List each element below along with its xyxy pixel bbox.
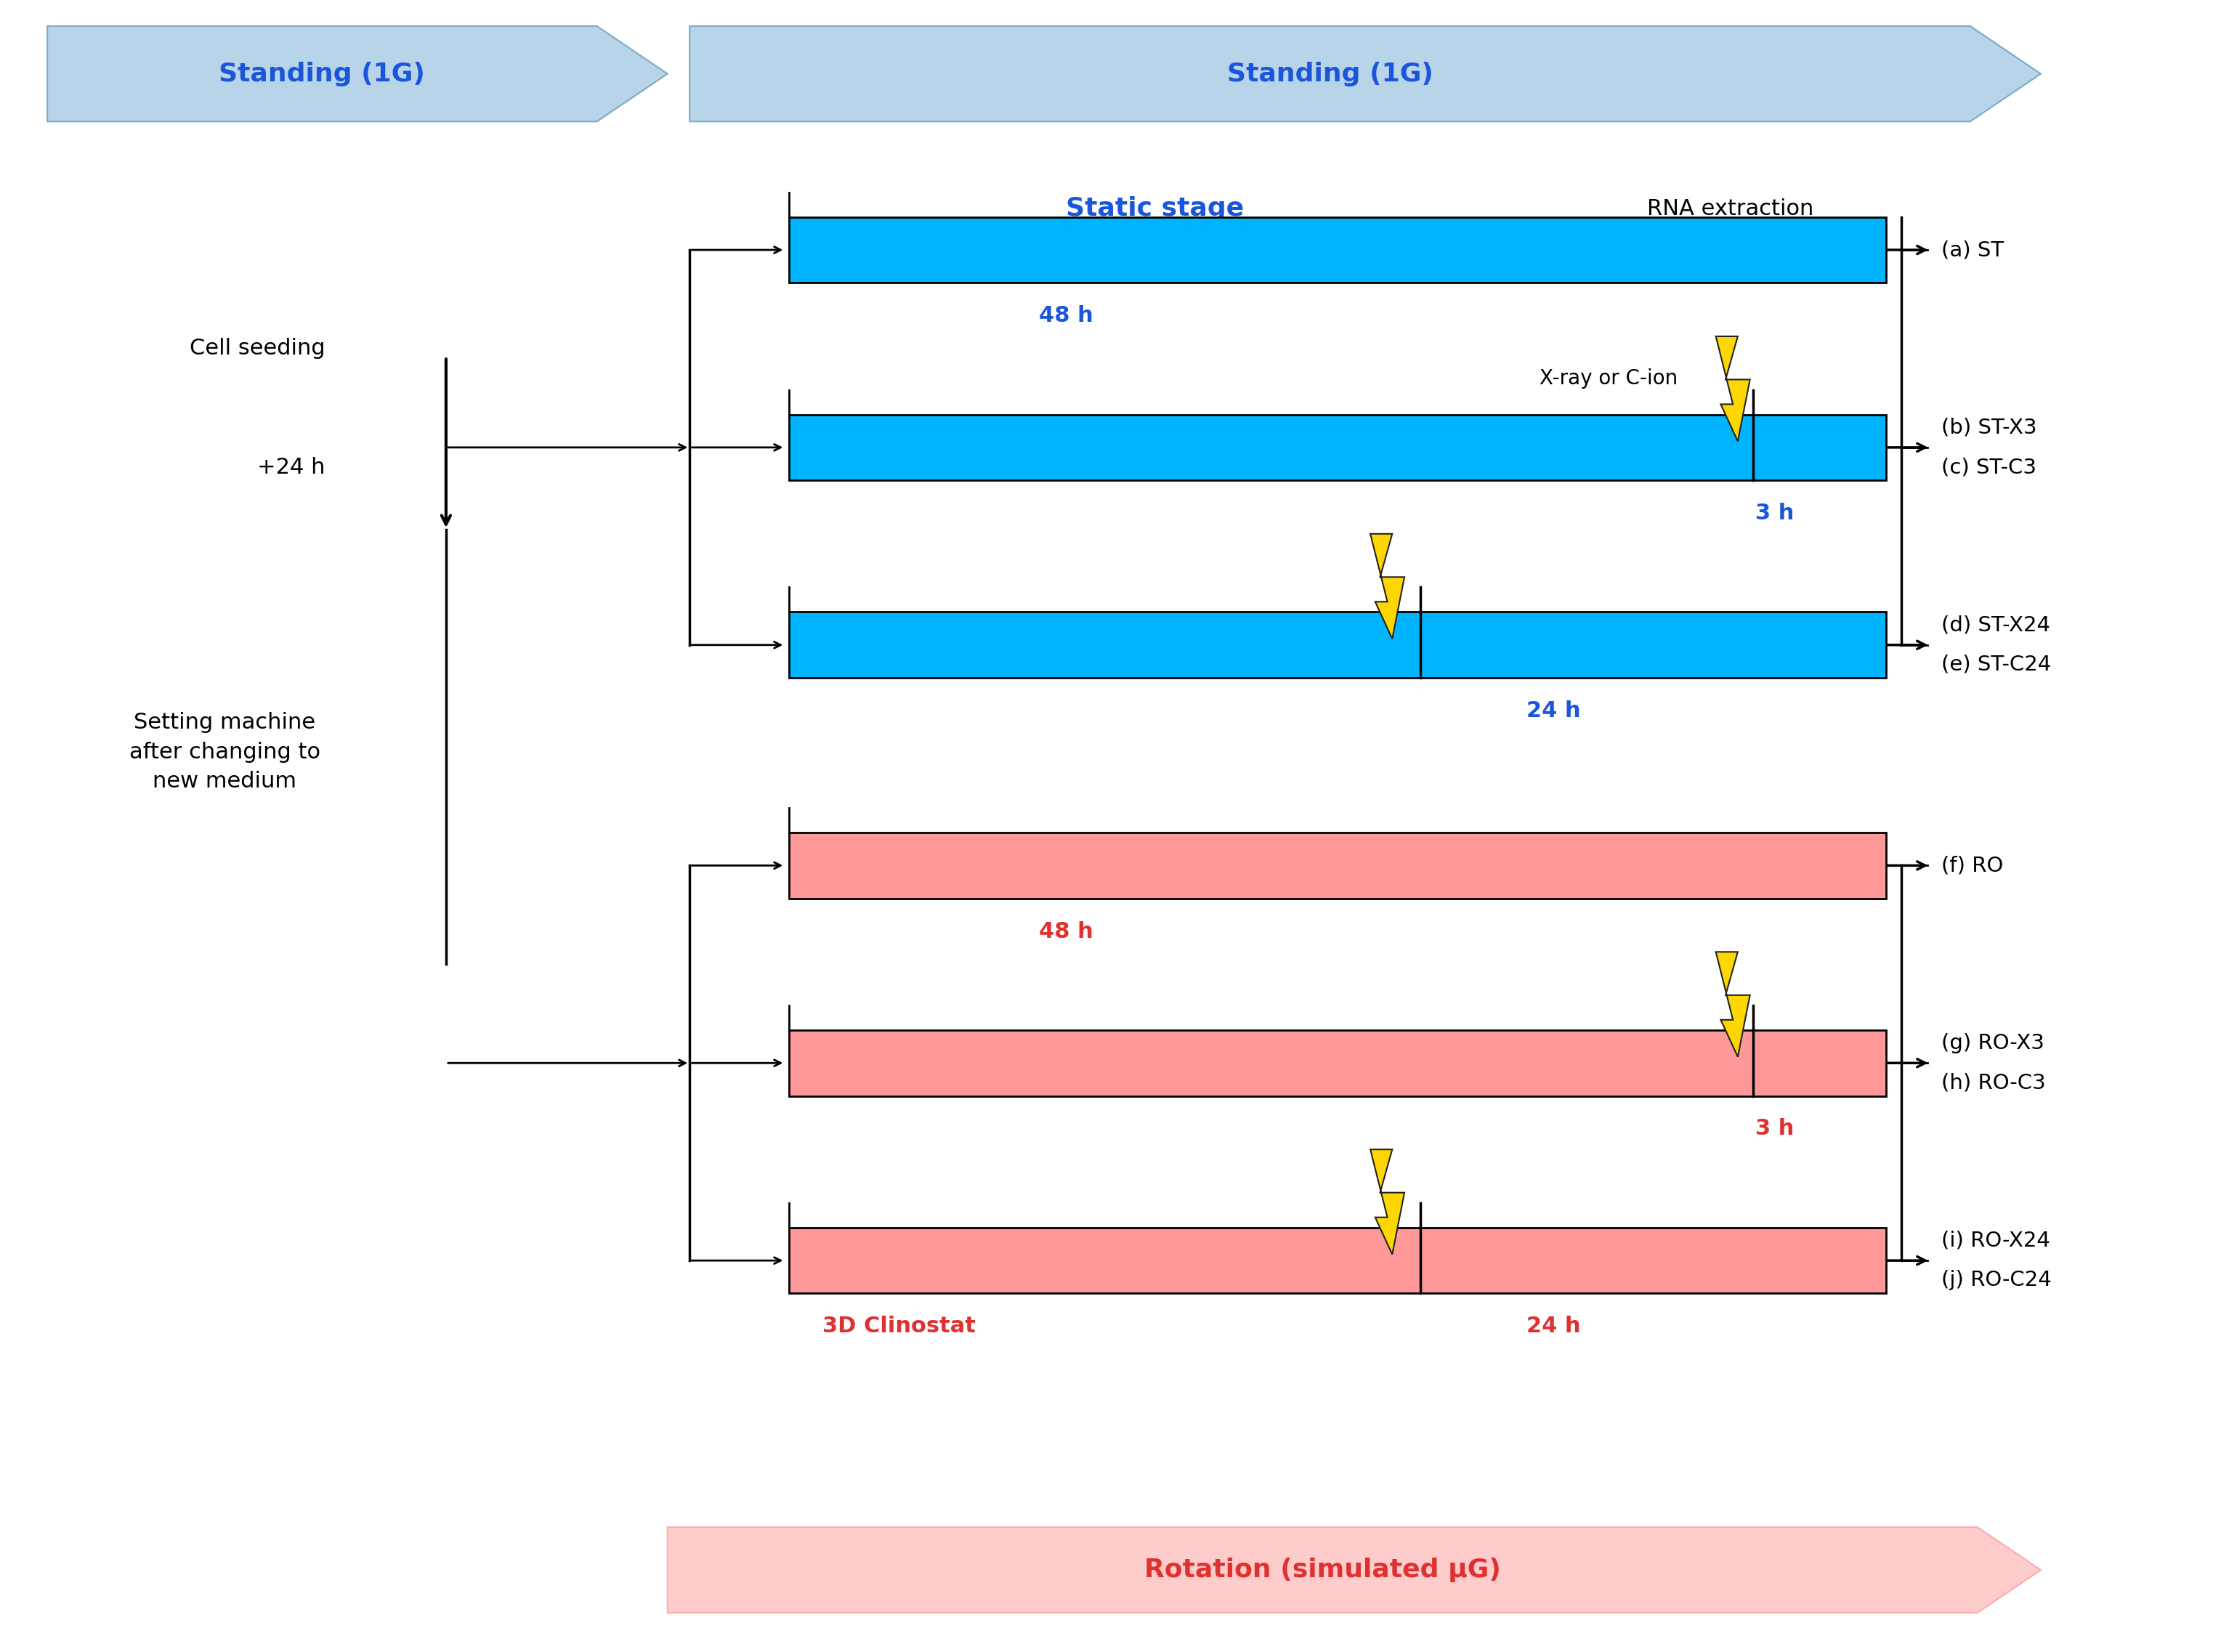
Text: 48 h: 48 h — [1039, 920, 1093, 942]
Polygon shape — [1370, 1150, 1404, 1254]
Text: 3 h: 3 h — [1755, 502, 1795, 524]
Text: (i) RO-X24: (i) RO-X24 — [1941, 1231, 2050, 1251]
Bar — [788, 833, 1886, 899]
Text: (h) RO-C3: (h) RO-C3 — [1941, 1072, 2046, 1094]
Text: 3D Clinostat: 3D Clinostat — [822, 1317, 975, 1336]
Text: Setting machine
after changing to
new medium: Setting machine after changing to new me… — [129, 712, 320, 791]
Text: Cell seeding: Cell seeding — [191, 339, 326, 358]
Polygon shape — [1717, 952, 1750, 1057]
Polygon shape — [691, 26, 2041, 122]
Bar — [788, 415, 1886, 481]
Polygon shape — [669, 1526, 2041, 1612]
Text: (e) ST-C24: (e) ST-C24 — [1941, 654, 2050, 676]
Polygon shape — [1717, 337, 1750, 441]
Text: (b) ST-X3: (b) ST-X3 — [1941, 418, 2037, 438]
Bar — [788, 611, 1886, 677]
Text: +24 h: +24 h — [258, 456, 324, 477]
Text: Standing (1G): Standing (1G) — [1226, 61, 1433, 86]
Text: 48 h: 48 h — [1039, 306, 1093, 327]
Text: Static stage: Static stage — [1066, 197, 1244, 221]
Text: (j) RO-C24: (j) RO-C24 — [1941, 1270, 2052, 1290]
Polygon shape — [47, 26, 669, 122]
Text: RNA extraction: RNA extraction — [1648, 198, 1815, 220]
Text: X-ray or C-ion: X-ray or C-ion — [1539, 368, 1679, 388]
Text: (c) ST-C3: (c) ST-C3 — [1941, 458, 2037, 477]
Text: (a) ST: (a) ST — [1941, 240, 2003, 259]
Text: Rotation (simulated μG): Rotation (simulated μG) — [1144, 1558, 1501, 1583]
Text: (d) ST-X24: (d) ST-X24 — [1941, 615, 2050, 636]
Text: 24 h: 24 h — [1526, 1317, 1581, 1336]
Bar — [788, 1031, 1886, 1095]
Text: 24 h: 24 h — [1526, 700, 1581, 722]
Bar — [788, 1227, 1886, 1294]
Text: Standing (1G): Standing (1G) — [220, 61, 424, 86]
Bar — [788, 216, 1886, 282]
Text: (g) RO-X3: (g) RO-X3 — [1941, 1032, 2043, 1054]
Text: 3 h: 3 h — [1755, 1118, 1795, 1140]
Text: (f) RO: (f) RO — [1941, 856, 2003, 876]
Polygon shape — [1370, 534, 1404, 639]
